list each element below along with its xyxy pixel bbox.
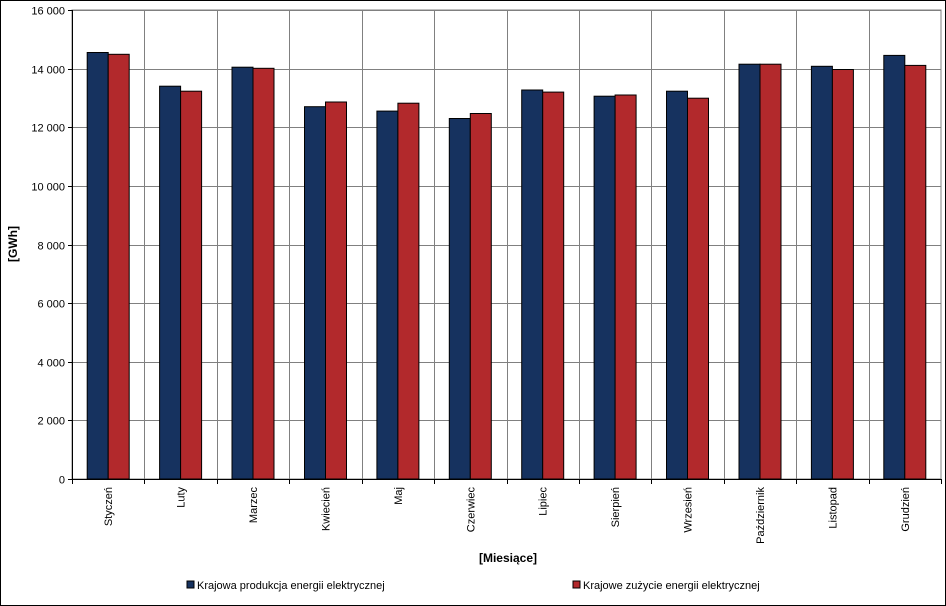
bar-consumption [687, 97, 709, 480]
bar-production [521, 89, 544, 480]
y-tick-label: 14 000 [31, 65, 65, 77]
bar-production [231, 66, 254, 480]
y-axis-title: [GWh] [6, 226, 20, 262]
legend-label: Krajowa produkcja energii elektrycznej [197, 580, 385, 592]
y-tick-label: 10 000 [31, 182, 65, 194]
axes-layer [68, 10, 942, 484]
bar-production [810, 65, 833, 480]
bar-production [448, 118, 471, 480]
x-tick-label: Lipiec [538, 487, 550, 516]
x-tick-label: Sierpień [610, 487, 622, 527]
y-tick-label: 12 000 [31, 123, 65, 135]
y-tick-label: 6 000 [37, 299, 65, 311]
y-tick-label: 0 [59, 475, 65, 487]
bar-consumption [831, 69, 854, 480]
legend: Krajowa produkcja energii elektrycznej Kr… [186, 580, 760, 592]
bar-production [86, 52, 109, 480]
bar-consumption [180, 90, 203, 480]
bar-production [883, 54, 906, 480]
bar-production [376, 110, 399, 480]
legend-swatch [572, 580, 581, 589]
y-tick-label: 8 000 [37, 241, 65, 253]
bar-consumption [252, 67, 275, 480]
bar-consumption [542, 91, 565, 480]
x-tick-label: Luty [176, 487, 188, 508]
x-tick-label: Październik [755, 487, 767, 544]
bar-production [593, 95, 616, 480]
x-tick-label: Marzec [248, 487, 260, 524]
x-tick-label: Wrzesień [683, 487, 695, 533]
bar-production [304, 106, 326, 480]
bar-consumption [469, 113, 492, 480]
x-tick-label: Maj [393, 487, 405, 505]
legend-label: Krajowe zużycie energii elektrycznej [583, 580, 760, 592]
bar-production [666, 90, 688, 480]
bar-production [159, 85, 182, 480]
x-tick-label: Czerwiec [465, 487, 477, 533]
bar-consumption [325, 101, 347, 480]
grid-layer [71, 9, 942, 480]
y-tick-label: 2 000 [37, 416, 65, 428]
bar-consumption [397, 102, 420, 480]
bar-consumption [904, 64, 927, 480]
x-axis-title: [Miesiące] [479, 551, 537, 565]
labels-layer: 0 2 000 4 000 6 000 8 000 10 000 12 000 14 000 1… [31, 6, 911, 544]
bar-production [738, 63, 761, 480]
x-tick-label: Grudzień [900, 487, 912, 532]
bar-consumption [759, 63, 782, 480]
plot-area [71, 9, 942, 480]
x-tick-label: Listopad [827, 487, 839, 529]
x-tick-label: Styczeń [103, 487, 115, 526]
bar-consumption [614, 94, 637, 480]
y-tick-label: 4 000 [37, 358, 65, 370]
x-tick-label: Kwiecień [321, 487, 333, 531]
legend-swatch [186, 580, 195, 589]
bar-consumption [107, 53, 130, 480]
y-tick-label: 16 000 [31, 6, 65, 18]
